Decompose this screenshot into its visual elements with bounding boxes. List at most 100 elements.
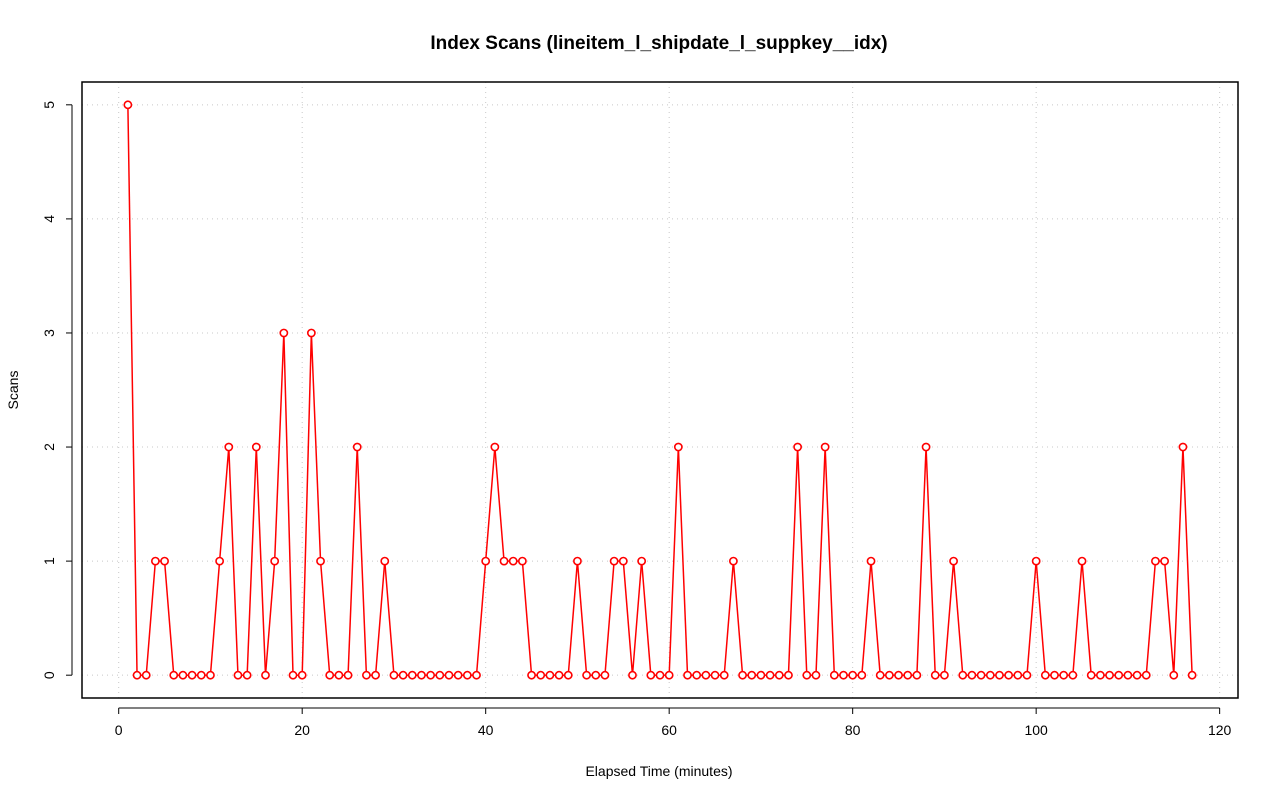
series-line-segment bbox=[273, 332, 285, 562]
data-point bbox=[958, 670, 968, 680]
series-line-segment bbox=[576, 561, 588, 676]
series-line-segment bbox=[283, 332, 294, 676]
series-line-segment bbox=[870, 561, 881, 676]
data-point bbox=[233, 670, 243, 680]
series-line-segment bbox=[604, 561, 615, 676]
data-point bbox=[976, 670, 986, 680]
series-line-segment bbox=[567, 561, 579, 676]
series-line-segment bbox=[952, 561, 964, 676]
data-point bbox=[903, 670, 913, 680]
data-point bbox=[673, 442, 683, 452]
data-point bbox=[453, 670, 463, 680]
data-point bbox=[206, 670, 215, 680]
data-point bbox=[1187, 670, 1197, 680]
y-tick-label: 1 bbox=[41, 557, 57, 565]
data-point bbox=[1059, 670, 1069, 680]
data-point bbox=[462, 670, 472, 680]
data-point bbox=[949, 556, 958, 566]
series-line-segment bbox=[356, 447, 368, 676]
data-point bbox=[811, 670, 821, 680]
data-point bbox=[646, 670, 656, 680]
data-point bbox=[316, 556, 325, 566]
data-point bbox=[160, 556, 169, 566]
data-point bbox=[1013, 670, 1023, 680]
series-line-segment bbox=[796, 447, 808, 676]
series-line-segment bbox=[1026, 561, 1037, 676]
data-point bbox=[178, 670, 188, 680]
data-point bbox=[1141, 670, 1151, 680]
data-point bbox=[554, 670, 564, 680]
data-point bbox=[591, 670, 601, 680]
series-line-segment bbox=[1081, 561, 1092, 676]
data-point bbox=[417, 670, 426, 680]
data-point bbox=[527, 670, 536, 680]
data-point bbox=[839, 670, 848, 680]
data-point bbox=[1004, 670, 1014, 680]
data-point bbox=[371, 670, 380, 680]
series-line-segment bbox=[218, 446, 230, 562]
grid bbox=[82, 82, 1238, 698]
data-point bbox=[967, 670, 977, 680]
data-point bbox=[141, 670, 151, 680]
data-point bbox=[261, 670, 270, 680]
data-point bbox=[866, 556, 876, 566]
x-tick-label: 60 bbox=[661, 722, 677, 738]
data-point bbox=[389, 670, 399, 680]
data-point bbox=[985, 670, 995, 680]
data-point bbox=[1050, 670, 1059, 680]
series-line-segment bbox=[787, 447, 799, 676]
data-point bbox=[1123, 670, 1133, 680]
series-line-segment bbox=[384, 561, 395, 676]
data-point bbox=[169, 670, 179, 680]
series-line-segment bbox=[640, 561, 652, 676]
data-point bbox=[802, 670, 812, 680]
series-line-segment bbox=[943, 561, 955, 676]
data-point bbox=[407, 670, 417, 680]
data-point bbox=[306, 328, 316, 338]
data-point bbox=[719, 670, 729, 680]
x-tick-label: 80 bbox=[845, 722, 861, 738]
data-point bbox=[325, 670, 335, 680]
data-point bbox=[380, 556, 390, 566]
series-line-segment bbox=[732, 561, 744, 676]
data-point bbox=[875, 670, 885, 680]
series-line-segment bbox=[677, 447, 689, 676]
plot-frame bbox=[81, 81, 1239, 699]
data-point bbox=[930, 670, 940, 680]
data-point bbox=[215, 556, 225, 566]
series-line-segment bbox=[668, 447, 680, 676]
data-point bbox=[1040, 670, 1050, 680]
data-point bbox=[573, 556, 582, 566]
y-tick-label: 0 bbox=[41, 671, 57, 679]
data-point bbox=[728, 556, 738, 566]
data-point bbox=[150, 556, 160, 566]
series-line-segment bbox=[925, 447, 936, 676]
x-tick-label: 120 bbox=[1208, 722, 1232, 738]
data-point bbox=[765, 670, 775, 680]
data-point bbox=[600, 670, 610, 680]
data-point bbox=[472, 670, 481, 680]
data-point bbox=[343, 670, 353, 680]
data-point bbox=[196, 670, 206, 680]
series-layer bbox=[123, 100, 1197, 680]
y-tick-label: 4 bbox=[41, 215, 57, 223]
x-tick-label: 40 bbox=[478, 722, 494, 738]
series-line-segment bbox=[631, 561, 643, 676]
series-line-segment bbox=[723, 561, 735, 676]
chart-title: Index Scans (lineitem_l_shipdate_l_suppk… bbox=[430, 33, 887, 54]
series-line-segment bbox=[264, 561, 276, 676]
series-line-segment bbox=[1072, 561, 1083, 676]
data-point bbox=[820, 442, 830, 452]
x-axis: 0 20 40 60 80 100 120 bbox=[115, 707, 1232, 738]
x-tick-label: 0 bbox=[115, 722, 123, 738]
data-point bbox=[710, 670, 720, 680]
series-line-segment bbox=[347, 447, 358, 676]
series-line-segment bbox=[374, 561, 386, 676]
data-point bbox=[536, 670, 546, 680]
data-point bbox=[563, 670, 573, 680]
data-point bbox=[940, 670, 949, 680]
data-point bbox=[784, 670, 793, 680]
series-line-segment bbox=[319, 561, 331, 676]
data-point bbox=[894, 670, 903, 680]
